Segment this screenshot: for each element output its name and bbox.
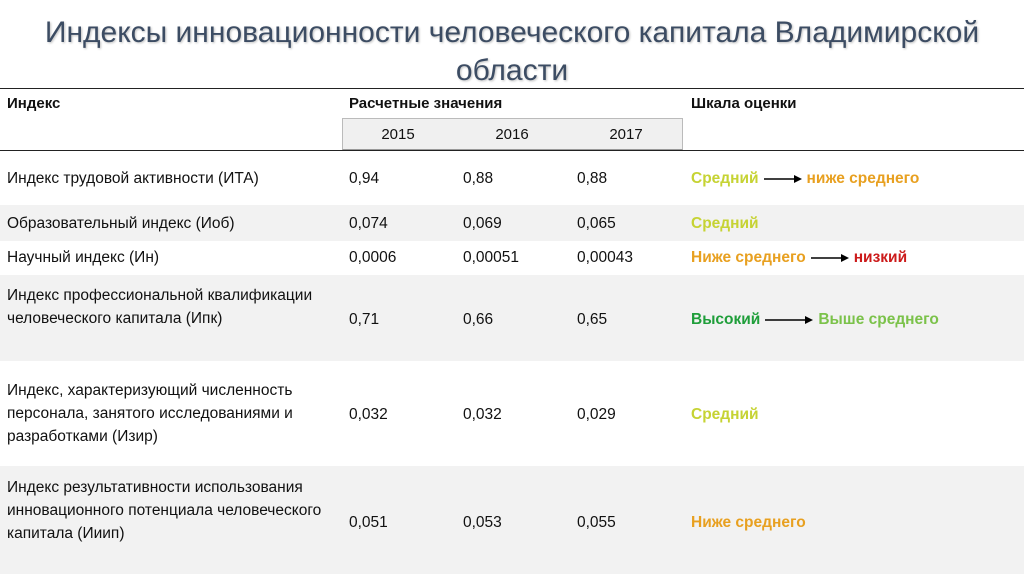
title-line-1: Индексы инновационности человеческого ка… (44, 16, 980, 49)
scale-cell: Средний (691, 212, 759, 235)
arrow-right-icon (810, 253, 849, 262)
value-2015: 0,94 (349, 170, 380, 187)
scale-from: Ниже среднего (691, 514, 806, 531)
arrow-right-icon (765, 315, 814, 324)
value-2017: 0,00043 (577, 249, 634, 266)
year-2016: 2016 (495, 126, 529, 143)
table-row: Индекс трудовой активности (ИТА) 0,94 0,… (0, 151, 1024, 205)
table-row: Индекс профессиональной квалификации чел… (0, 275, 1024, 361)
row-name: Образовательный индекс (Иоб) (7, 215, 235, 232)
value-2015: 0,71 (349, 311, 380, 328)
table-row: Образовательный индекс (Иоб) 0,074 0,069… (0, 205, 1024, 241)
scale-cell: Ниже среднего (691, 511, 806, 534)
page-title: Индексы инновационности человеческого ка… (0, 14, 1024, 90)
header-values: Расчетные значения (349, 95, 503, 112)
table-row: Индекс, характеризующий численность перс… (0, 361, 1024, 466)
scale-to: Выше среднего (818, 311, 939, 328)
header-scale: Шкала оценки (691, 95, 797, 112)
row-name: Индекс, характеризующий численность перс… (7, 382, 293, 445)
table-row: Индекс результативности использования ин… (0, 466, 1024, 574)
row-name: Индекс результативности использования ин… (7, 479, 322, 542)
scale-cell: Ниже среднего низкий (691, 246, 907, 269)
scale-cell: Средний ниже среднего (691, 167, 919, 190)
value-2017: 0,88 (577, 170, 608, 187)
scale-cell: Средний (691, 403, 759, 426)
value-2017: 0,65 (577, 311, 608, 328)
value-2015: 0,051 (349, 514, 388, 531)
scale-from: Средний (691, 170, 759, 187)
scale-from: Средний (691, 406, 759, 423)
table-top-border (0, 88, 1024, 89)
value-2017: 0,055 (577, 514, 616, 531)
value-2015: 0,074 (349, 215, 388, 232)
scale-to: ниже среднего (806, 170, 920, 187)
value-2016: 0,069 (463, 215, 502, 232)
value-2015: 0,032 (349, 406, 388, 423)
value-2016: 0,66 (463, 311, 494, 328)
row-name: Индекс профессиональной квалификации чел… (7, 287, 313, 327)
title-line-2: области (455, 54, 569, 87)
header-bottom-border (0, 150, 1024, 151)
header-index: Индекс (7, 95, 61, 112)
value-2016: 0,053 (463, 514, 502, 531)
scale-from: Высокий (691, 311, 761, 328)
scale-cell: Высокий Выше среднего (691, 308, 939, 331)
years-header-box (342, 118, 683, 150)
value-2017: 0,029 (577, 406, 616, 423)
value-2017: 0,065 (577, 215, 616, 232)
value-2015: 0,0006 (349, 249, 397, 266)
year-2015: 2015 (381, 126, 415, 143)
scale-to: низкий (853, 249, 908, 266)
value-2016: 0,032 (463, 406, 502, 423)
table-row: Научный индекс (Ин) 0,0006 0,00051 0,000… (0, 241, 1024, 275)
scale-from: Средний (691, 215, 759, 232)
arrow-right-icon (763, 174, 802, 183)
year-2017: 2017 (609, 126, 643, 143)
row-name: Индекс трудовой активности (ИТА) (7, 170, 259, 187)
row-name: Научный индекс (Ин) (7, 249, 160, 266)
value-2016: 0,88 (463, 170, 494, 187)
scale-from: Ниже среднего (691, 249, 806, 266)
value-2016: 0,00051 (463, 249, 520, 266)
